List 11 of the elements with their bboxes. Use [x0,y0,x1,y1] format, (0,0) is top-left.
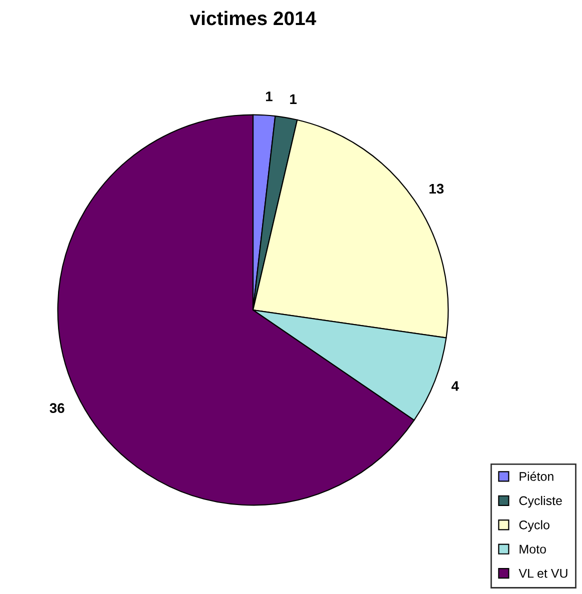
data-label: 1 [266,92,272,102]
data-label: 13 [430,184,444,194]
legend-label: Moto [520,544,546,554]
data-label: 36 [50,403,64,414]
data-label: 4 [451,381,459,391]
data-label: 1 [290,94,297,104]
legend-label: Piéton [520,472,554,481]
chart-title: victimes 2014 [190,10,316,26]
legend-label: VL et VU [518,569,568,578]
legend-label: Cyclo [519,520,550,532]
legend-label: Cycliste [519,496,562,508]
